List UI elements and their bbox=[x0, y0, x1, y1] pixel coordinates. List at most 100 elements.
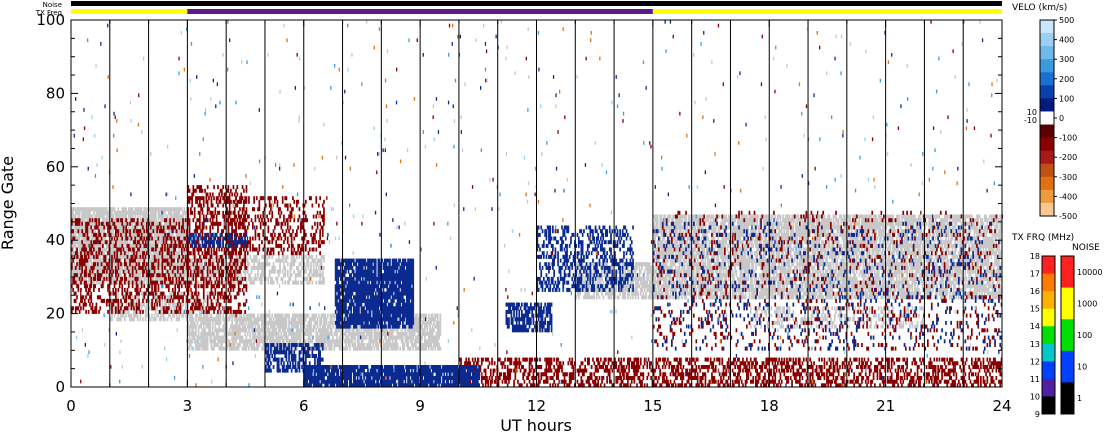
echo-cell bbox=[139, 313, 142, 318]
echo-cell bbox=[107, 243, 109, 248]
echo-cell bbox=[164, 262, 166, 267]
echo-cell bbox=[270, 317, 272, 322]
echo-cell bbox=[93, 236, 95, 241]
echo-cell bbox=[170, 265, 173, 270]
echo-cell bbox=[178, 229, 180, 234]
echo-cell bbox=[173, 306, 175, 311]
echo-cell bbox=[637, 295, 640, 300]
echo-cell bbox=[86, 269, 89, 274]
echo-cell bbox=[171, 262, 174, 267]
echo-cell bbox=[86, 273, 89, 278]
echo-cell bbox=[345, 331, 347, 336]
echo-cell bbox=[117, 276, 120, 281]
echo-cell bbox=[239, 324, 241, 329]
echo-cell bbox=[281, 335, 284, 340]
echo-cell bbox=[319, 269, 321, 274]
echo-cell bbox=[243, 313, 245, 318]
echo-cell bbox=[72, 269, 74, 274]
echo-cell bbox=[627, 295, 629, 300]
echo-cell bbox=[184, 247, 187, 252]
echo-cell bbox=[285, 324, 288, 329]
echo-cell bbox=[148, 251, 151, 256]
echo-cell bbox=[144, 232, 147, 237]
echo-cell bbox=[801, 284, 804, 289]
echo-cell bbox=[148, 229, 151, 234]
echo-cell bbox=[72, 210, 74, 215]
echo-cell bbox=[177, 229, 179, 234]
echo-cell bbox=[151, 313, 153, 318]
echo-cell bbox=[72, 243, 74, 248]
echo-cell bbox=[308, 280, 311, 285]
echo-cell bbox=[72, 273, 74, 278]
echo-cell bbox=[165, 262, 168, 267]
echo-cell bbox=[148, 276, 151, 281]
echo-cell bbox=[91, 214, 94, 219]
echo-cell bbox=[120, 269, 122, 274]
echo-cell bbox=[121, 229, 124, 234]
echo-cell bbox=[296, 339, 298, 344]
echo-cell bbox=[107, 240, 109, 245]
echo-cell bbox=[71, 225, 73, 230]
echo-cell bbox=[96, 221, 99, 226]
echo-cell bbox=[171, 243, 174, 248]
echo-cell bbox=[385, 335, 387, 340]
echo-cell bbox=[126, 280, 129, 285]
echo-cell bbox=[139, 221, 142, 226]
echo-cell bbox=[156, 306, 158, 311]
echo-cell bbox=[157, 313, 160, 318]
echo-cell bbox=[862, 295, 865, 300]
echo-cell bbox=[374, 328, 377, 333]
echo-cell bbox=[82, 225, 85, 230]
echo-cell bbox=[299, 331, 302, 336]
echo-cell bbox=[361, 339, 364, 344]
echo-cell bbox=[100, 258, 103, 263]
echo-cell bbox=[82, 236, 85, 241]
echo-cell bbox=[301, 280, 303, 285]
echo-cell bbox=[641, 287, 643, 292]
echo-cell bbox=[293, 269, 296, 274]
echo-cell bbox=[99, 258, 102, 263]
echo-cell bbox=[173, 269, 175, 274]
echo-cell bbox=[222, 313, 224, 318]
echo-cell bbox=[200, 280, 202, 285]
echo-cell bbox=[169, 251, 171, 256]
echo-cell bbox=[103, 214, 105, 219]
echo-cell bbox=[155, 265, 157, 270]
echo-cell bbox=[206, 343, 209, 347]
echo-cell bbox=[135, 240, 138, 245]
echo-cell bbox=[650, 287, 652, 292]
noise-bar bbox=[71, 1, 1002, 6]
echo-cell bbox=[104, 269, 107, 274]
echo-cell bbox=[311, 280, 314, 285]
echo-cell bbox=[96, 247, 99, 252]
echo-cell bbox=[399, 346, 402, 351]
echo-cell bbox=[615, 287, 618, 292]
echo-cell bbox=[409, 346, 412, 351]
echo-cell bbox=[182, 240, 184, 245]
echo-cell bbox=[125, 251, 127, 256]
echo-cell bbox=[158, 232, 161, 237]
echo-cell bbox=[169, 232, 171, 237]
echo-cell bbox=[277, 331, 280, 336]
echo-cell bbox=[272, 335, 275, 340]
echo-cell bbox=[748, 295, 751, 300]
echo-cell bbox=[239, 331, 241, 336]
echo-cell bbox=[170, 317, 173, 322]
echo-cell bbox=[89, 221, 91, 226]
echo-cell bbox=[105, 265, 108, 270]
echo-cell bbox=[249, 254, 252, 259]
echo-cell bbox=[178, 262, 180, 267]
echo-cell bbox=[95, 243, 98, 248]
echo-cell bbox=[161, 225, 164, 230]
echo-cell bbox=[99, 262, 102, 267]
echo-cell bbox=[78, 273, 81, 278]
echo-cell bbox=[134, 214, 137, 219]
echo-cell bbox=[647, 276, 650, 281]
echo-cell bbox=[142, 247, 144, 252]
echo-cell bbox=[76, 269, 78, 274]
echo-cell bbox=[371, 346, 373, 351]
echo-cell bbox=[139, 269, 142, 274]
echo-cell bbox=[249, 273, 252, 278]
echo-cell bbox=[144, 276, 147, 281]
echo-cell bbox=[165, 254, 168, 259]
